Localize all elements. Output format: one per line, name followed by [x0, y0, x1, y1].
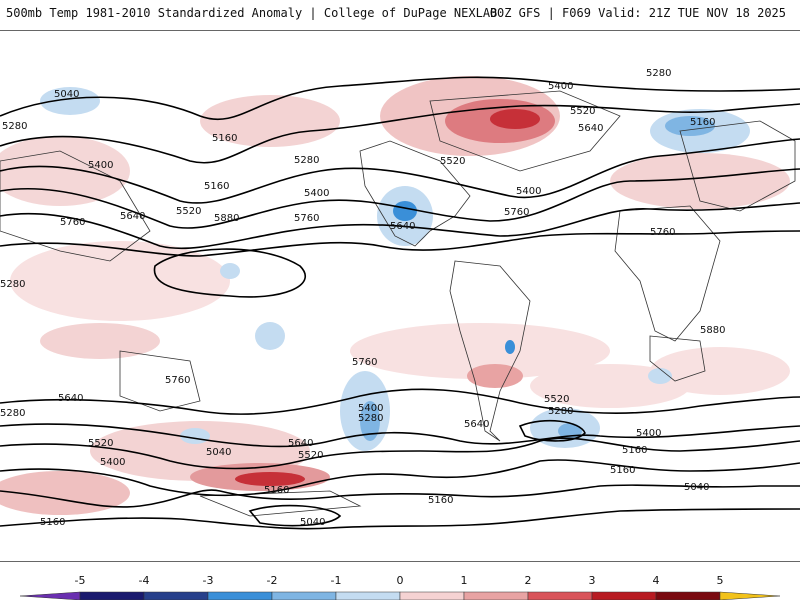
map-title: 500mb Temp 1981-2010 Standardized Anomal…	[6, 6, 498, 20]
colorbar-segment	[207, 591, 273, 601]
anomaly-map: 5040 5280 5160 5400 5160 5280 5640 5520 …	[0, 68, 800, 530]
contour-labels: 5040 5280 5160 5400 5160 5280 5640 5520 …	[0, 68, 725, 528]
contour-label: 5760	[60, 217, 85, 228]
colorbar-tick-label: -3	[203, 574, 214, 587]
contour-label: 5520	[176, 206, 201, 217]
contour-label: 5520	[570, 106, 595, 117]
colorbar-segment	[79, 591, 145, 601]
colorbar-segment	[591, 591, 657, 601]
colorbar-tick-label: -1	[331, 574, 342, 587]
colorbar-tick-label: 0	[397, 574, 404, 587]
contour-label: 5280	[2, 121, 27, 132]
contour-label: 5280	[548, 406, 573, 417]
colorbar-ticks: -5 -4 -3 -2 -1 0 1 2 3 4 5	[75, 574, 724, 587]
warm-anomaly-shading	[0, 76, 790, 515]
contour-label: 5520	[440, 156, 465, 167]
contour-label: 5400	[304, 188, 329, 199]
height-contours	[0, 76, 800, 530]
colorbar-tick-label: 1	[461, 574, 468, 587]
colorbar-segment	[271, 591, 337, 601]
contour-label: 5880	[700, 325, 725, 336]
colorbar-segments	[19, 591, 781, 601]
contour-label: 5760	[294, 213, 319, 224]
colorbar-segment	[655, 591, 721, 601]
colorbar-segment	[463, 591, 529, 601]
contour-label: 5280	[0, 408, 25, 419]
colorbar-segment	[527, 591, 593, 601]
contour-label: 5520	[88, 438, 113, 449]
colorbar-tick-label: -2	[267, 574, 278, 587]
contour-label: 5040	[206, 447, 231, 458]
model-run-info: 00Z GFS | F069 Valid: 21Z TUE NOV 18 202…	[489, 6, 786, 20]
colorbar-high-extension	[719, 591, 781, 601]
colorbar-low-extension	[19, 591, 81, 601]
contour-label: 5400	[358, 403, 383, 414]
colorbar-tick-label: 3	[589, 574, 596, 587]
contour-label: 5160	[204, 181, 229, 192]
colorbar-tick-label: 4	[653, 574, 660, 587]
colorbar-segment	[399, 591, 465, 601]
contour-label: 5640	[58, 393, 83, 404]
contour-label: 5160	[610, 465, 635, 476]
cold-anomaly-shading	[40, 87, 750, 451]
contour-label: 5760	[352, 357, 377, 368]
colorbar-svg: -5 -4 -3 -2 -1 0 1 2 3 4 5	[19, 574, 781, 601]
colorbar-segment	[143, 591, 209, 601]
contour-label: 5880	[214, 213, 239, 224]
contour-label: 5520	[298, 450, 323, 461]
contour-label: 5760	[650, 227, 675, 238]
contour-label: 5400	[88, 160, 113, 171]
contour-label: 5160	[622, 445, 647, 456]
colorbar-tick-label: -5	[75, 574, 86, 587]
contour-label: 5400	[516, 186, 541, 197]
colorbar-segment	[335, 591, 401, 601]
contour-label: 5160	[264, 485, 289, 496]
contour-label: 5760	[504, 207, 529, 218]
colorbar-tick-label: -4	[139, 574, 150, 587]
contour-label: 5640	[120, 211, 145, 222]
contour-label: 5160	[40, 517, 65, 528]
contour-label: 5280	[294, 155, 319, 166]
coastlines	[0, 90, 796, 517]
contour-label: 5400	[636, 428, 661, 439]
contour-label: 5640	[578, 123, 603, 134]
anomaly-colorbar: -5 -4 -3 -2 -1 0 1 2 3 4 5	[0, 562, 800, 601]
colorbar-tick-label: 2	[525, 574, 532, 587]
contour-label: 5040	[54, 89, 79, 100]
header-bar: 500mb Temp 1981-2010 Standardized Anomal…	[0, 0, 800, 30]
contour-label: 5640	[464, 419, 489, 430]
contour-label: 5280	[0, 279, 25, 290]
contour-label: 5160	[212, 133, 237, 144]
contour-label: 5640	[288, 438, 313, 449]
contour-label: 5160	[428, 495, 453, 506]
contour-label: 5400	[100, 457, 125, 468]
contour-label: 5760	[165, 375, 190, 386]
contour-label: 5640	[390, 221, 415, 232]
contour-label: 5160	[690, 117, 715, 128]
contour-label: 5280	[646, 68, 671, 79]
colorbar-tick-label: 5	[717, 574, 724, 587]
contour-label: 5040	[684, 482, 709, 493]
contour-label: 5280	[358, 413, 383, 424]
contour-label: 5520	[544, 394, 569, 405]
map-panel: 5040 5280 5160 5400 5160 5280 5640 5520 …	[0, 30, 800, 562]
contour-label: 5400	[548, 81, 573, 92]
contour-label: 5040	[300, 517, 325, 528]
